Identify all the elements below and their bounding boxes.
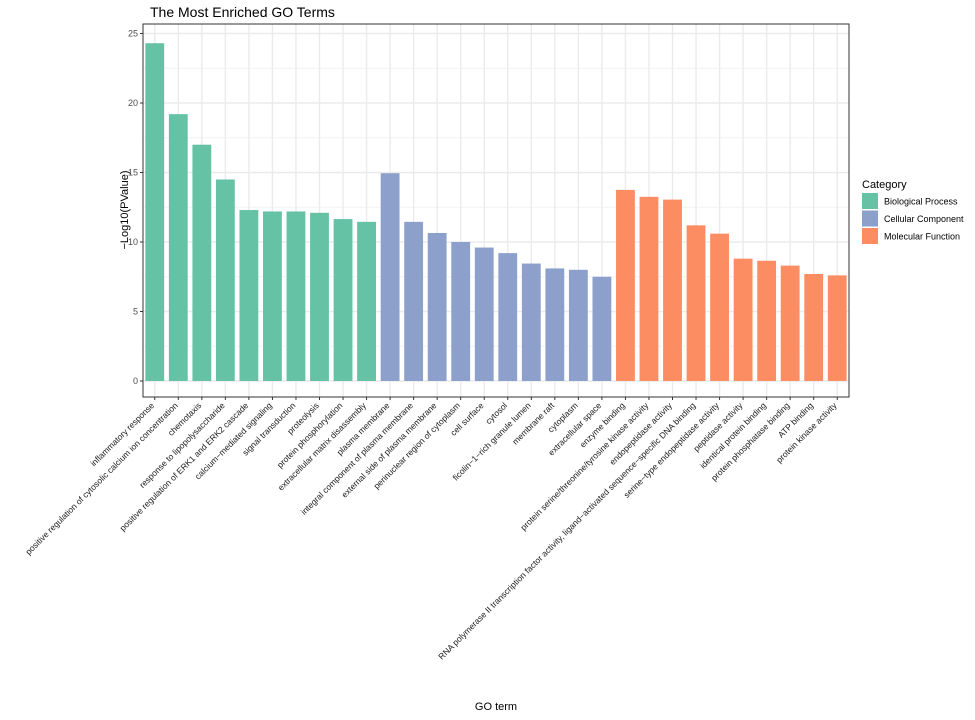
bar bbox=[639, 196, 659, 381]
legend-label: Cellular Component bbox=[884, 214, 964, 224]
legend-key bbox=[862, 210, 878, 227]
bar bbox=[733, 258, 753, 381]
plot-border bbox=[142, 23, 850, 398]
y-tick-label: 25 bbox=[128, 29, 138, 39]
bar bbox=[827, 275, 847, 381]
y-axis-title: −Log10(PValue) bbox=[119, 171, 131, 250]
bar bbox=[545, 268, 565, 381]
bar bbox=[804, 273, 824, 381]
bar bbox=[192, 144, 212, 381]
bar bbox=[521, 263, 541, 381]
bar bbox=[145, 43, 165, 381]
bar bbox=[263, 211, 282, 381]
bar bbox=[333, 219, 353, 381]
legend-label: Biological Process bbox=[884, 197, 958, 207]
bar bbox=[474, 247, 494, 381]
bar bbox=[310, 212, 329, 381]
bar bbox=[686, 225, 706, 381]
x-axis-title: GO term bbox=[475, 701, 517, 713]
x-tick-label: positive regulation of cytosolic calcium… bbox=[23, 400, 180, 557]
y-tick-label: 0 bbox=[133, 376, 138, 386]
bar bbox=[568, 269, 588, 381]
y-tick-label: 10 bbox=[128, 237, 138, 247]
bar bbox=[357, 221, 376, 381]
grid-minor bbox=[143, 67, 849, 347]
legend-label: Molecular Function bbox=[884, 232, 960, 242]
bar bbox=[286, 211, 306, 381]
bars bbox=[145, 43, 847, 382]
legend-key bbox=[862, 193, 878, 209]
y-tick-label: 20 bbox=[128, 98, 138, 108]
bar bbox=[757, 260, 777, 381]
bar bbox=[239, 210, 259, 381]
y-axis: 0 5 10 15 20 25 bbox=[128, 29, 143, 386]
bar bbox=[451, 242, 471, 381]
y-tick-label: 5 bbox=[133, 307, 138, 317]
legend-title: Category bbox=[862, 179, 907, 191]
chart-title: The Most Enriched GO Terms bbox=[150, 4, 335, 20]
bar bbox=[404, 221, 424, 381]
bar bbox=[780, 265, 800, 381]
bar bbox=[710, 233, 729, 381]
bar bbox=[592, 276, 612, 381]
legend: Category Biological Process Cellular Comp… bbox=[862, 179, 964, 244]
bar bbox=[215, 179, 235, 381]
bar bbox=[427, 232, 447, 381]
bar bbox=[616, 189, 635, 381]
y-tick-label: 15 bbox=[128, 168, 138, 178]
bar bbox=[663, 199, 682, 381]
bar bbox=[498, 253, 518, 381]
bar bbox=[380, 173, 400, 381]
plot-panel bbox=[143, 24, 849, 397]
bar bbox=[168, 114, 188, 382]
legend-key bbox=[862, 228, 878, 244]
